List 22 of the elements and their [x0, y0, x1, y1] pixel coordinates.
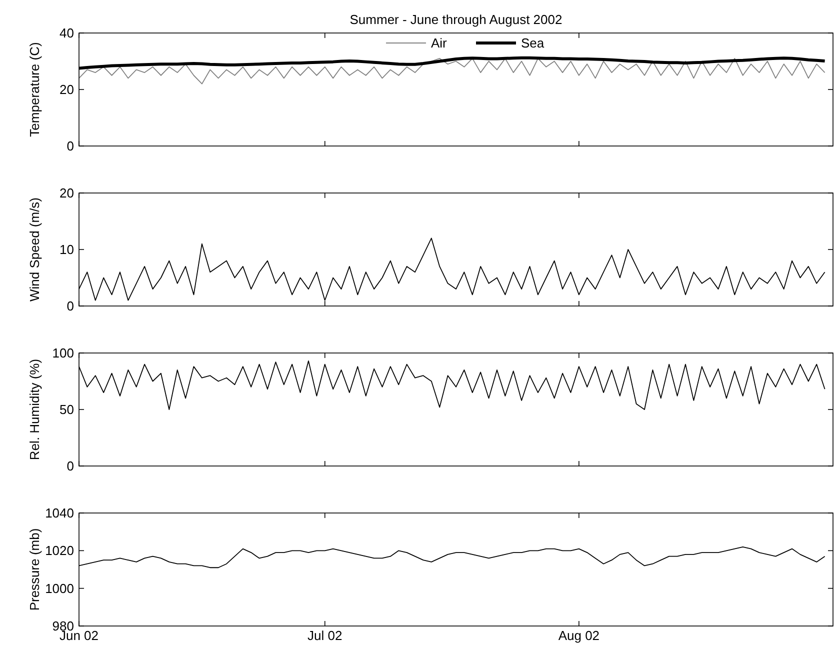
- line-series: [79, 58, 826, 84]
- y-tick-label: 0: [66, 138, 74, 154]
- x-tick-label: Aug 02: [558, 628, 600, 643]
- y-tick-label: 50: [60, 402, 74, 418]
- y-tick-label: 0: [66, 458, 74, 474]
- y-tick-label: 40: [60, 26, 74, 41]
- legend-label: Air: [431, 36, 448, 51]
- y-tick-label: 1020: [45, 543, 74, 558]
- chart-title: Summer - June through August 2002: [350, 12, 562, 27]
- legend-label: Sea: [521, 36, 545, 51]
- y-tick-label: 20: [60, 82, 74, 98]
- y-axis-title: Pressure (mb): [27, 528, 42, 611]
- x-tick-label: Jul 02: [308, 628, 342, 643]
- y-tick-label: 100: [52, 346, 74, 361]
- y-tick-label: 1040: [45, 506, 74, 521]
- y-tick-label: 20: [60, 186, 74, 201]
- y-axis-title: Temperature (C): [27, 42, 42, 137]
- y-tick-label: 0: [66, 298, 74, 314]
- y-tick-label: 10: [60, 242, 74, 258]
- y-tick-label: 1000: [45, 580, 74, 596]
- y-axis-title: Rel. Humidity (%): [27, 358, 42, 460]
- y-axis-title: Wind Speed (m/s): [27, 197, 42, 302]
